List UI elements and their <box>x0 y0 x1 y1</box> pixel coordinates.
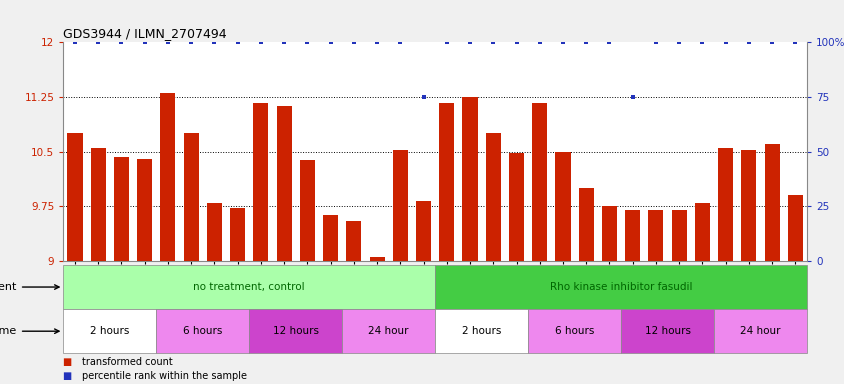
Point <box>138 39 151 45</box>
Text: 6 hours: 6 hours <box>555 326 593 336</box>
Bar <box>369 257 384 261</box>
Bar <box>435 265 806 309</box>
Bar <box>300 161 315 261</box>
Bar <box>555 152 570 261</box>
Text: 2 hours: 2 hours <box>462 326 500 336</box>
Bar <box>90 148 106 261</box>
Text: time: time <box>0 326 59 336</box>
Point <box>579 39 592 45</box>
Bar <box>485 134 500 261</box>
Bar <box>740 150 755 261</box>
Bar <box>671 210 686 261</box>
Point <box>672 39 685 45</box>
Point <box>68 39 82 45</box>
Bar <box>346 221 361 261</box>
Point <box>741 39 755 45</box>
Text: agent: agent <box>0 282 59 292</box>
Bar <box>462 97 477 261</box>
Bar <box>207 203 222 261</box>
Bar <box>647 210 663 261</box>
Bar <box>415 201 430 261</box>
Point <box>463 39 476 45</box>
Bar <box>508 153 523 261</box>
Bar <box>435 309 528 353</box>
Bar <box>63 309 156 353</box>
Text: 12 hours: 12 hours <box>273 326 318 336</box>
Bar <box>764 144 779 261</box>
Text: 12 hours: 12 hours <box>644 326 690 336</box>
Point <box>208 39 221 45</box>
Point <box>416 94 430 100</box>
Bar <box>68 134 83 261</box>
Text: ■: ■ <box>63 371 76 381</box>
Point <box>648 39 662 45</box>
Text: percentile rank within the sample: percentile rank within the sample <box>82 371 246 381</box>
Point <box>695 39 708 45</box>
Text: 24 hour: 24 hour <box>368 326 408 336</box>
Text: GDS3944 / ILMN_2707494: GDS3944 / ILMN_2707494 <box>63 26 227 40</box>
Point <box>91 39 105 45</box>
Text: no treatment, control: no treatment, control <box>193 282 305 292</box>
Point <box>230 39 244 45</box>
Bar <box>230 208 245 261</box>
Point <box>300 39 314 45</box>
Bar <box>156 309 249 353</box>
Point <box>161 39 175 45</box>
Bar <box>578 188 593 261</box>
Text: Rho kinase inhibitor fasudil: Rho kinase inhibitor fasudil <box>549 282 691 292</box>
Point <box>277 39 290 45</box>
Bar <box>625 210 640 261</box>
Bar <box>532 103 547 261</box>
Text: 24 hour: 24 hour <box>739 326 780 336</box>
Point <box>347 39 360 45</box>
Bar <box>713 309 806 353</box>
Point <box>509 39 522 45</box>
Bar <box>620 309 713 353</box>
Text: transformed count: transformed count <box>82 357 172 367</box>
Bar <box>160 93 176 261</box>
Point <box>115 39 128 45</box>
Bar <box>694 203 709 261</box>
Point <box>323 39 337 45</box>
Point <box>184 39 197 45</box>
Bar <box>137 159 152 261</box>
Bar <box>63 265 435 309</box>
Bar <box>717 148 733 261</box>
Point <box>486 39 500 45</box>
Bar <box>439 103 454 261</box>
Bar <box>183 134 198 261</box>
Bar <box>528 309 620 353</box>
Bar <box>114 157 129 261</box>
Point <box>370 39 383 45</box>
Text: ■: ■ <box>63 357 76 367</box>
Bar <box>322 215 338 261</box>
Point <box>718 39 732 45</box>
Bar <box>601 207 616 261</box>
Point <box>787 39 801 45</box>
Text: 6 hours: 6 hours <box>183 326 222 336</box>
Point <box>254 39 268 45</box>
Point <box>533 39 546 45</box>
Text: 2 hours: 2 hours <box>90 326 129 336</box>
Point <box>625 94 639 100</box>
Point <box>765 39 778 45</box>
Point <box>602 39 615 45</box>
Bar <box>787 195 802 261</box>
Bar <box>253 103 268 261</box>
Bar <box>392 150 408 261</box>
Bar <box>276 106 291 261</box>
Bar <box>249 309 342 353</box>
Point <box>555 39 569 45</box>
Point <box>440 39 453 45</box>
Bar <box>342 309 435 353</box>
Point <box>393 39 407 45</box>
